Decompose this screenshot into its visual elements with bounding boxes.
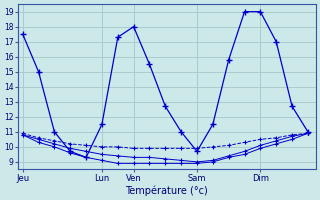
X-axis label: Température (°c): Température (°c)	[125, 185, 208, 196]
